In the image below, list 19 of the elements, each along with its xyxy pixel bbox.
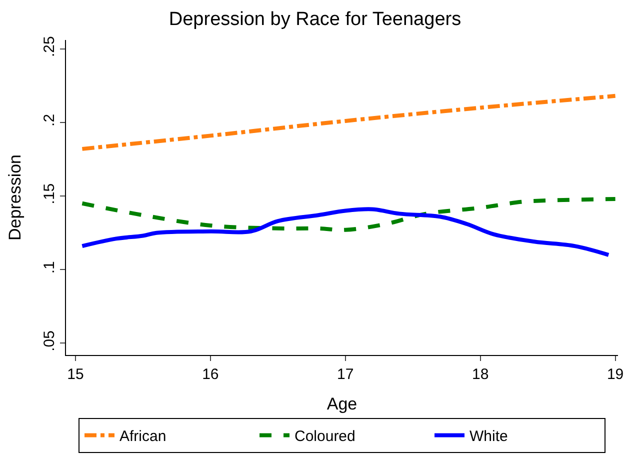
y-tick-label: .15 <box>41 183 58 204</box>
line-series <box>80 94 618 151</box>
legend-label: African <box>120 428 166 446</box>
x-tick-label: 18 <box>472 366 489 383</box>
y-tick-label: .2 <box>41 114 58 126</box>
legend-label: Coloured <box>294 428 356 446</box>
x-tick-label: 17 <box>337 366 354 383</box>
line-series <box>80 207 611 257</box>
y-tick-label: .25 <box>41 36 58 58</box>
y-tick-label: .05 <box>41 330 58 352</box>
line-series <box>80 196 618 232</box>
x-axis-title: Age <box>326 394 358 414</box>
y-axis-title: Depression <box>6 154 25 240</box>
x-tick-label: 15 <box>67 366 84 383</box>
chart-title: Depression by Race for Teenagers <box>168 9 462 30</box>
x-tick-label: 16 <box>202 366 219 383</box>
y-tick-label: .1 <box>41 261 58 274</box>
x-tick-label: 19 <box>606 366 624 383</box>
legend-label: White <box>470 428 508 446</box>
